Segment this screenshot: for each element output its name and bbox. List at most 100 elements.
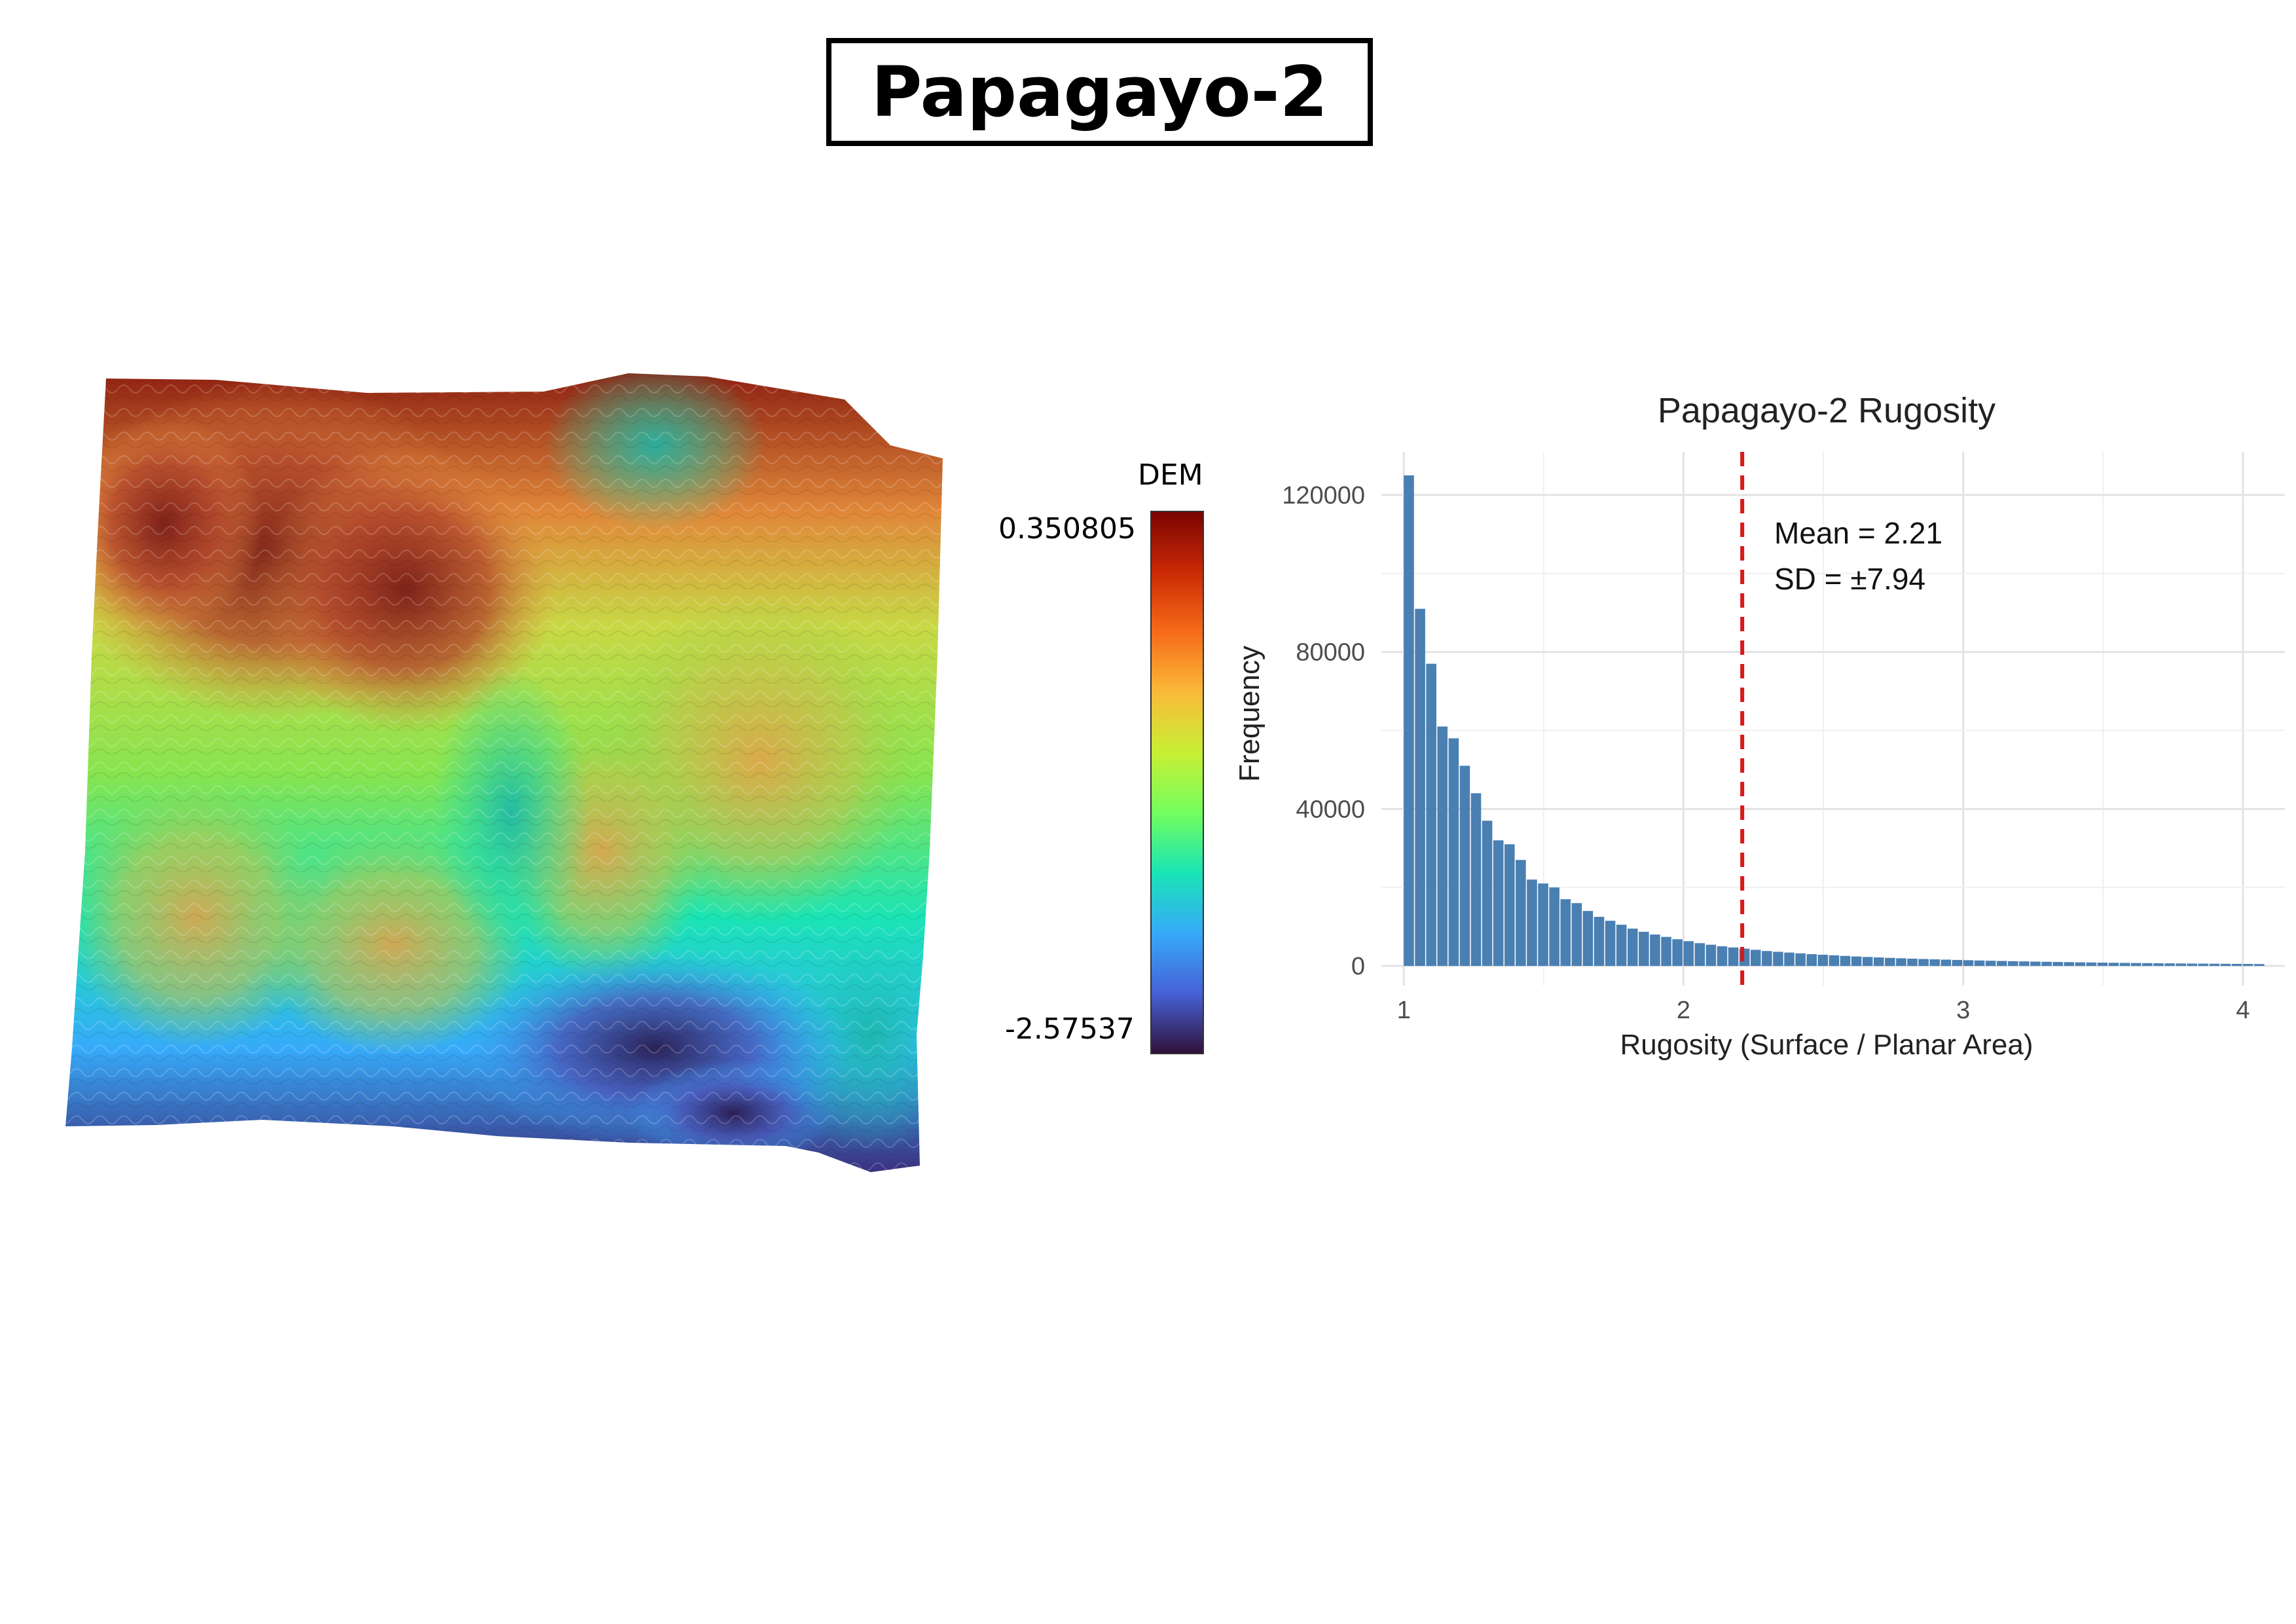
histogram-bar: [2153, 963, 2164, 967]
y-axis-label: Frequency: [1233, 646, 1266, 782]
histogram-bar: [1459, 766, 1470, 967]
y-tick-label: 0: [1351, 953, 1365, 980]
histogram-bar: [1795, 953, 1806, 967]
histogram-bar: [2176, 963, 2186, 967]
histogram-bar: [1918, 959, 1929, 967]
histogram-bar: [1571, 903, 1582, 967]
histogram-bar: [2131, 963, 2141, 967]
histogram-bar: [1493, 840, 1504, 967]
histogram-bar: [2064, 962, 2075, 967]
x-tick-label: 2: [1677, 997, 1690, 1024]
sd-annotation: SD = ±7.94: [1774, 562, 1925, 596]
histogram-bar: [1717, 946, 1728, 967]
histogram-bar: [2231, 963, 2242, 967]
histogram-bar: [1404, 475, 1414, 967]
histogram-bar: [1448, 738, 1459, 967]
histogram-bar: [2198, 963, 2209, 967]
histogram-bar: [1963, 960, 1974, 967]
histogram-bar: [2108, 963, 2119, 967]
histogram-bar: [1426, 663, 1436, 967]
histogram-bar: [1694, 943, 1705, 967]
x-tick-label: 4: [2236, 997, 2250, 1024]
x-tick-label: 3: [1956, 997, 1970, 1024]
histogram-bar: [1705, 944, 1717, 967]
histogram-bar: [1851, 956, 1862, 967]
y-tick-label: 40000: [1296, 796, 1365, 823]
histogram-bar: [2187, 963, 2198, 967]
histogram-bar: [2254, 964, 2265, 967]
histogram-bar: [2075, 962, 2086, 967]
histogram-bar: [1896, 958, 1906, 967]
histogram-bar: [1482, 821, 1493, 967]
histogram-bar: [1582, 911, 1594, 967]
histogram-bar: [2086, 962, 2097, 967]
histogram-bar: [1806, 954, 1817, 967]
histogram-bars: [1404, 475, 2265, 967]
histogram-bar: [1829, 955, 1840, 967]
dem-surface-map: [65, 373, 943, 1172]
legend-max-label: 0.350805: [998, 512, 1136, 545]
histogram-bar: [2041, 961, 2052, 967]
histogram-bar: [1616, 925, 1627, 967]
histogram-bar: [1974, 960, 1985, 967]
histogram-bar: [1929, 959, 1940, 967]
histogram-bar: [1527, 879, 1537, 967]
grid-lines: [1381, 452, 2285, 986]
histogram-bar: [1661, 936, 1671, 967]
histogram-bar: [1762, 951, 1772, 967]
histogram-bar: [1728, 947, 1739, 967]
histogram-bar: [1885, 957, 1895, 967]
legend-min-label: -2.57537: [1005, 1012, 1135, 1046]
histogram-bar: [2008, 961, 2018, 967]
mean-annotation: Mean = 2.21: [1774, 516, 1942, 550]
y-tick-label: 120000: [1282, 482, 1365, 509]
histogram-bar: [1560, 899, 1571, 967]
histogram-bar: [1549, 887, 1559, 967]
histogram-bar: [1605, 921, 1616, 967]
histogram-bar: [1907, 958, 1918, 967]
histogram-bar: [1650, 934, 1660, 967]
histogram-bar: [2097, 963, 2108, 967]
histogram-bar: [2052, 962, 2063, 967]
histogram-bar: [1817, 954, 1829, 967]
histogram-bar: [1873, 957, 1884, 967]
histogram-bar: [1415, 608, 1425, 967]
histogram-bar: [1639, 931, 1649, 967]
histogram-bar: [1784, 952, 1795, 967]
histogram-bar: [2220, 963, 2231, 967]
histogram-bar: [1470, 793, 1482, 967]
x-tick-label: 1: [1397, 997, 1411, 1024]
histogram-bar: [2030, 961, 2041, 967]
histogram-bar: [2242, 964, 2253, 967]
histogram-bar: [1773, 951, 1783, 967]
histogram-bar: [1840, 955, 1851, 967]
histogram-bar: [1594, 917, 1605, 967]
histogram-bar: [1672, 939, 1683, 967]
histogram-bar: [2164, 963, 2175, 967]
histogram-bar: [1952, 959, 1963, 967]
y-tick-label: 80000: [1296, 639, 1365, 667]
page-title-box: Papagayo-2: [826, 38, 1373, 146]
histogram-bar: [1516, 860, 1526, 967]
histogram-bar: [2142, 963, 2153, 967]
chart-title: Papagayo-2 Rugosity: [1658, 391, 1995, 430]
histogram-bar: [1437, 726, 1448, 967]
histogram-bar: [1862, 957, 1873, 967]
x-axis-label: Rugosity (Surface / Planar Area): [1620, 1029, 2033, 1061]
histogram-bar: [1996, 961, 2007, 967]
histogram-bar: [1750, 950, 1761, 967]
histogram-bar: [1683, 941, 1694, 967]
histogram-bar: [1538, 883, 1548, 967]
histogram-bar: [2119, 963, 2130, 967]
legend-title: DEM: [1138, 458, 1203, 492]
axis-ticks: 1 2 3 4 0 40000 80000 120000: [1282, 482, 2250, 1024]
histogram-bar: [1627, 929, 1638, 967]
histogram-bar: [1985, 961, 1996, 967]
histogram-bar: [1504, 844, 1515, 967]
legend-colorbar: [1150, 511, 1204, 1054]
histogram-bar: [2209, 963, 2220, 967]
histogram-bar: [2019, 961, 2030, 967]
histogram-bar: [1941, 959, 1952, 967]
page-title: Papagayo-2: [871, 52, 1328, 132]
